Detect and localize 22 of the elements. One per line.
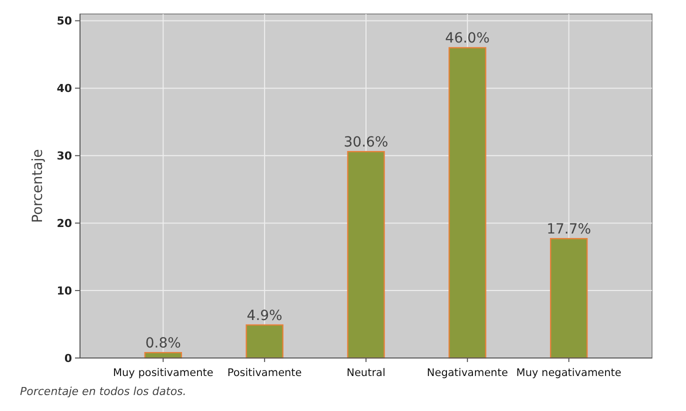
y-tick-label: 10 (56, 284, 72, 298)
y-tick-label: 0 (64, 352, 72, 365)
data-label: 4.9% (246, 308, 282, 324)
data-label: 0.8% (145, 336, 181, 352)
text: Porcentaje en todos los datos. (20, 385, 186, 398)
y-tick-label: 20 (56, 216, 72, 230)
y-tick-label: 40 (56, 82, 72, 96)
bar (448, 47, 486, 359)
data-label: 30.6% (344, 134, 388, 151)
x-tick-label: Muy negativamente (516, 367, 622, 379)
data-label: 46.0% (445, 30, 490, 47)
x-tick-label: Neutral (346, 367, 386, 379)
bar (246, 324, 284, 359)
x-tick-label: Negativamente (426, 367, 508, 379)
x-tick-label: Muy positivamente (112, 367, 214, 379)
bar (347, 151, 385, 359)
y-tick-label: 50 (56, 14, 72, 28)
data-label: 17.7% (546, 222, 592, 238)
bar (550, 238, 588, 359)
y-tick-label: 30 (56, 149, 72, 162)
y-axis-title: Porcentaje (30, 149, 46, 223)
x-tick-label: Positivamente (227, 367, 302, 379)
